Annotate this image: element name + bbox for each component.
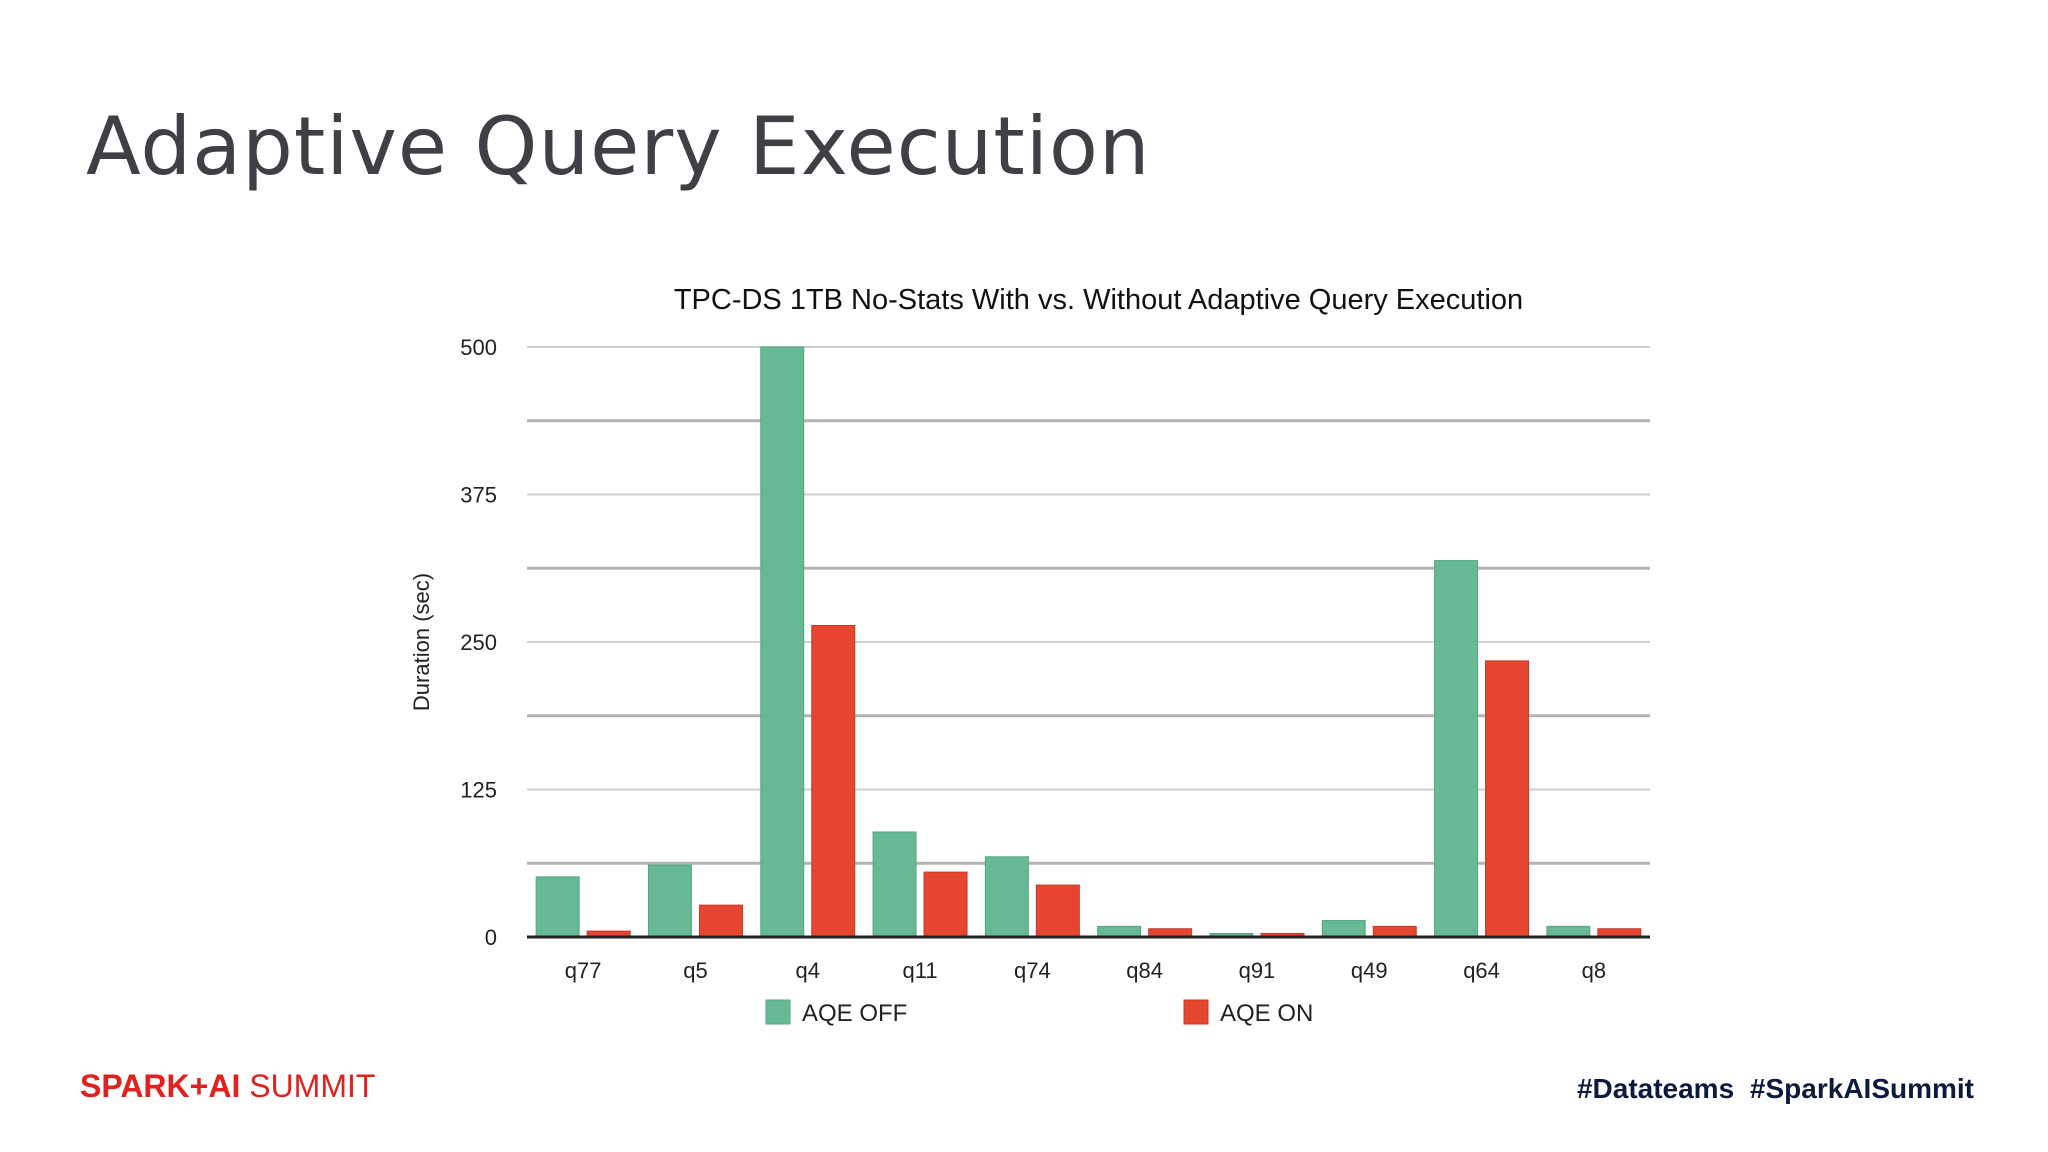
y-tick-label: 0 — [485, 925, 497, 950]
x-tick-label: q49 — [1351, 958, 1388, 983]
bar — [1434, 560, 1479, 938]
bar — [1321, 919, 1366, 938]
x-tick-label: q77 — [565, 958, 602, 983]
hashtags: #Datateams #SparkAISummit — [1576, 1073, 1974, 1104]
x-tick-label: q4 — [796, 958, 820, 983]
summit-logo-light: SUMMIT — [240, 1068, 376, 1104]
summit-logo: SPARK+AI SUMMIT — [80, 1068, 375, 1105]
x-tick-label: q5 — [683, 958, 707, 983]
x-tick-label: q84 — [1126, 958, 1163, 983]
slide-title: Adaptive Query Execution — [86, 100, 1151, 193]
x-tick-label: q64 — [1463, 958, 1500, 983]
bar — [1546, 925, 1591, 938]
x-tick-label: q11 — [903, 958, 938, 983]
x-tick-label: q74 — [1014, 958, 1051, 983]
y-tick-label: 375 — [460, 483, 497, 508]
legend-label: AQE OFF — [802, 1000, 907, 1027]
legend-swatch — [765, 999, 791, 1025]
bar — [698, 904, 743, 938]
x-tick-label: q8 — [1582, 958, 1606, 983]
bar — [984, 856, 1029, 938]
legend-swatch — [1183, 999, 1209, 1025]
y-tick-label: 125 — [460, 778, 497, 803]
y-tick-label: 250 — [460, 630, 497, 655]
bar — [535, 876, 580, 938]
bar — [811, 624, 856, 938]
y-axis-label: Duration (sec) — [409, 573, 434, 711]
bar — [1035, 884, 1080, 938]
chart-title: TPC-DS 1TB No-Stats With vs. Without Ada… — [674, 284, 1523, 316]
y-tick-label: 500 — [460, 335, 497, 360]
bar — [760, 346, 805, 938]
bar — [1372, 925, 1417, 938]
summit-logo-strong: SPARK+AI — [80, 1068, 241, 1104]
bar — [872, 831, 917, 938]
bar — [647, 864, 692, 938]
x-tick-label: q91 — [1239, 958, 1276, 983]
bar — [923, 871, 968, 938]
bar — [1097, 925, 1142, 938]
legend-label: AQE ON — [1220, 1000, 1313, 1027]
bar — [1485, 660, 1530, 938]
